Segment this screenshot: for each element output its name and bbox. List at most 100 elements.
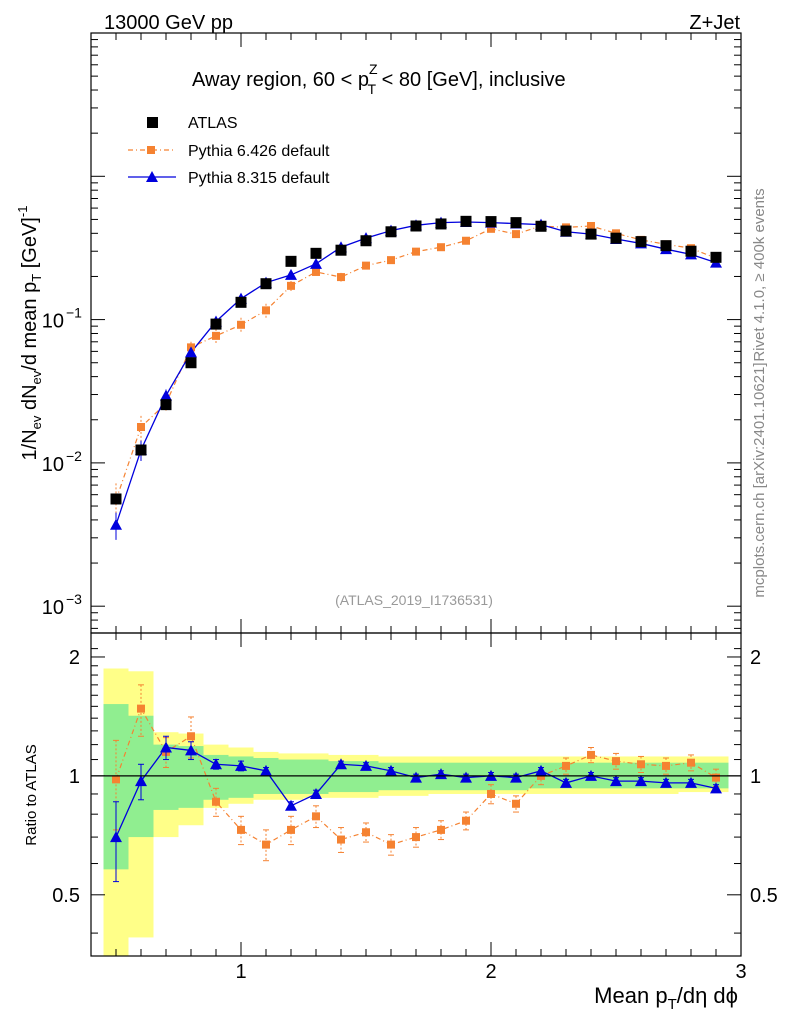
py6-point: [412, 247, 420, 256]
py6-point: [287, 281, 295, 290]
analysis-id: (ATLAS_2019_I1736531): [335, 592, 493, 608]
legend: ATLAS Pythia 6.426 default Pythia 8.315 …: [128, 115, 330, 187]
mcplots-label: mcplots.cern.ch [arXiv:2401.10621]: [751, 362, 768, 597]
ratio-py6-point: [312, 812, 320, 821]
ratio-py8-point: [285, 799, 297, 811]
ratio-py6-point: [487, 789, 495, 798]
atlas-point: [310, 247, 322, 259]
rivet-label: Rivet 4.1.0, ≥ 400k events: [751, 188, 768, 361]
ratio-py6-point: [337, 835, 345, 844]
atlas-point: [285, 255, 297, 267]
header-right: Z+Jet: [689, 12, 740, 34]
atlas-point: [535, 220, 547, 232]
py6-point: [487, 224, 495, 233]
title-sup: Z: [369, 61, 378, 77]
ratio-ytick-label-right: 0.5: [750, 885, 778, 907]
legend-atlas-marker: [147, 117, 158, 128]
ratio-py8-point: [460, 771, 472, 783]
ratio-py6-point: [437, 825, 445, 834]
main-ytick-label: 10: [42, 454, 64, 476]
ratio-py8-point: [310, 787, 322, 799]
atlas-point: [485, 216, 497, 228]
ratio-py8-point: [110, 831, 122, 843]
x-tick-label: 1: [235, 961, 246, 983]
atlas-point: [710, 251, 722, 263]
py6-point: [437, 243, 445, 252]
band-inner-bin: [278, 759, 304, 794]
legend-py8-label: Pythia 8.315 default: [188, 170, 330, 187]
main-ytick-exponent: −3: [66, 591, 82, 607]
ratio-py8-point: [135, 775, 147, 787]
ratio-ytick-label: 0.5: [52, 885, 80, 907]
ratio-py6-point: [237, 825, 245, 834]
ratio-py8-point: [535, 764, 547, 776]
py6-point: [337, 273, 345, 282]
py6-point: [237, 320, 245, 329]
ratio-py6-point: [612, 757, 620, 766]
atlas-point: [110, 493, 122, 505]
ratio-py6-point: [687, 758, 695, 767]
atlas-point: [185, 357, 197, 369]
ratio-py6-point: [662, 761, 670, 770]
py6-point: [312, 267, 320, 276]
ratio-py6-point: [412, 833, 420, 842]
title-sub: T: [368, 81, 377, 97]
py6-point: [362, 261, 370, 270]
atlas-point: [335, 244, 347, 256]
legend-atlas-label: ATLAS: [188, 115, 238, 132]
ratio-ylabel: Ratio to ATLAS: [23, 744, 40, 845]
atlas-point: [660, 240, 672, 252]
main-ylabel: 1/Nev dNev/d mean pT [GeV]-1: [15, 206, 44, 461]
x-tick-label: 2: [485, 961, 496, 983]
ratio-py8-point: [710, 782, 722, 794]
title-after: < 80 [GeV], inclusive: [376, 69, 566, 91]
ratio-py8-point: [685, 776, 697, 788]
ratio-py6-point: [637, 760, 645, 769]
py6-line: [115, 225, 717, 501]
ratio-py6-point: [112, 775, 120, 784]
atlas-point: [135, 444, 147, 456]
ratio-py8-point: [510, 771, 522, 783]
ratio-py8-point: [635, 775, 647, 787]
atlas-point: [160, 399, 172, 411]
x-tick-label: 3: [735, 961, 746, 983]
legend-py8-marker: [146, 171, 158, 182]
plot-title: Away region, 60 < pZ T < 80 [GeV], inclus…: [192, 61, 566, 97]
atlas-point: [210, 318, 222, 330]
py8-point: [310, 257, 322, 269]
main-ytick-exponent: −1: [66, 305, 82, 321]
x-axis-label: Mean pT/dη dϕ: [594, 983, 738, 1013]
py8-point: [285, 268, 297, 280]
legend-py6-marker: [147, 146, 155, 154]
atlas-point: [685, 245, 697, 257]
ratio-ytick-label: 1: [69, 766, 80, 788]
ratio-py6-point: [462, 816, 470, 825]
legend-py6-label: Pythia 6.426 default: [188, 143, 330, 160]
atlas-point: [460, 215, 472, 227]
ratio-py6-point: [187, 732, 195, 741]
ratio-py8-point: [185, 744, 197, 756]
ratio-py8-point: [360, 759, 372, 771]
ratio-py8-point: [560, 776, 572, 788]
py8-line: [115, 221, 717, 525]
atlas-point: [610, 232, 622, 244]
atlas-point: [260, 278, 272, 290]
py6-point: [462, 236, 470, 245]
py6-point: [387, 256, 395, 265]
py8-point: [160, 389, 172, 401]
py6-point: [587, 221, 595, 230]
ratio-py8-point: [610, 775, 622, 787]
py6-point: [212, 331, 220, 340]
ratio-py6-point: [562, 761, 570, 770]
axes: 10 −110 −210 −31 2 32 21 10.5 0.5: [42, 32, 778, 983]
ratio-py6-point: [212, 797, 220, 806]
atlas-point: [385, 226, 397, 238]
ratio-py8-point: [385, 764, 397, 776]
ratio-py6-point: [512, 799, 520, 808]
ratio-py6-point: [262, 840, 270, 849]
ratio-py8-point: [235, 759, 247, 771]
main-ytick-label: 10: [42, 597, 64, 619]
ratio-py6-point: [712, 773, 720, 782]
ratio-py8-point: [160, 741, 172, 753]
py8-point: [110, 518, 122, 530]
